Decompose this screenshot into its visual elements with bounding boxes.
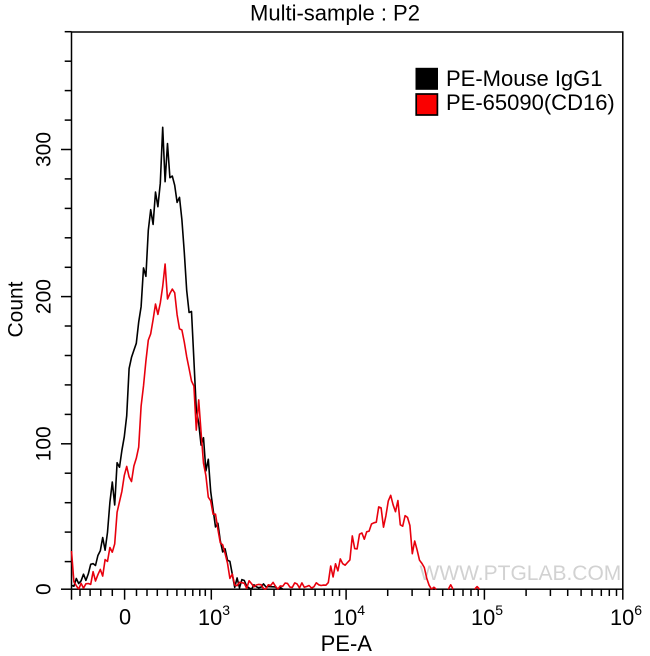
svg-text:0: 0: [119, 605, 131, 630]
svg-text:PE-A: PE-A: [321, 631, 373, 656]
svg-text:200: 200: [33, 279, 56, 314]
svg-text:PE-Mouse IgG1: PE-Mouse IgG1: [446, 66, 603, 91]
svg-text:WWW.PTGLAB.COM: WWW.PTGLAB.COM: [419, 562, 621, 585]
svg-text:WWW.PTGLAB.COM: WWW.PTGLAB.COM: [420, 563, 622, 586]
svg-text:100: 100: [33, 426, 56, 461]
svg-text:0: 0: [33, 583, 56, 595]
svg-text:Multi-sample : P2: Multi-sample : P2: [250, 1, 420, 26]
svg-text:PE-65090(CD16): PE-65090(CD16): [446, 90, 615, 115]
svg-text:Count: Count: [5, 281, 28, 337]
svg-text:300: 300: [33, 132, 56, 167]
